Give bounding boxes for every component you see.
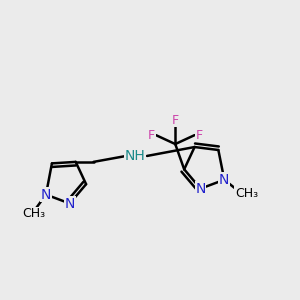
Text: N: N	[64, 196, 75, 211]
Text: N: N	[41, 188, 51, 202]
Text: F: F	[172, 114, 179, 127]
Text: N: N	[195, 182, 206, 196]
Text: F: F	[196, 129, 202, 142]
Text: CH₃: CH₃	[22, 207, 46, 220]
Text: CH₃: CH₃	[235, 187, 258, 200]
Text: F: F	[148, 129, 155, 142]
Text: N: N	[219, 173, 230, 187]
Text: NH: NH	[125, 149, 146, 163]
